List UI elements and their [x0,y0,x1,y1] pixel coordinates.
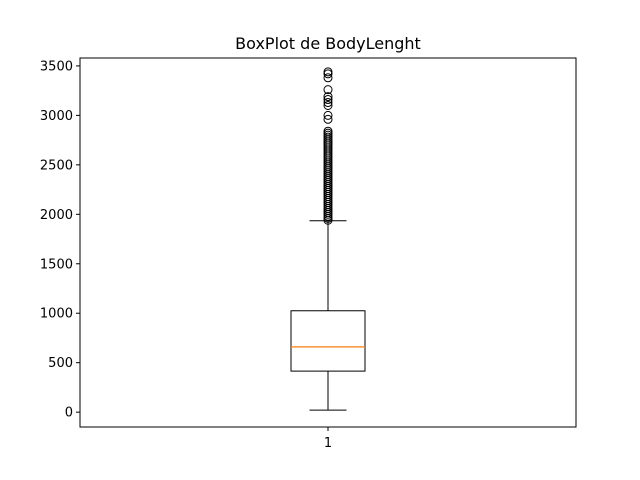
y-tick-label: 0 [65,406,73,421]
outlier-point [323,126,333,136]
axes: 0 500 1000 1500 2000 2500 3000 3500 1 [40,59,332,451]
chart-title: BoxPlot de BodyLenght [235,34,421,53]
y-tick-label: 2000 [40,208,73,223]
outlier-point [323,98,333,108]
y-tick-label: 3000 [40,109,73,124]
y-tick-label: 500 [48,356,73,371]
y-tick-label: 1000 [40,307,73,322]
axes-frame [79,57,577,428]
outlier-point [323,73,333,83]
outlier-point [323,110,333,120]
y-tick-label: 1500 [40,257,73,272]
outlier-point [323,92,333,102]
outlier-point [323,100,333,110]
y-tick-label: 2500 [40,158,73,173]
iqr-box [290,310,366,372]
y-tick-label: 3500 [40,59,73,74]
outlier-point [323,114,333,124]
outlier-point [323,85,333,95]
outlier-point [323,95,333,105]
plot-marks [290,67,366,411]
x-tick-label: 1 [324,436,332,451]
outlier-point [323,67,333,77]
